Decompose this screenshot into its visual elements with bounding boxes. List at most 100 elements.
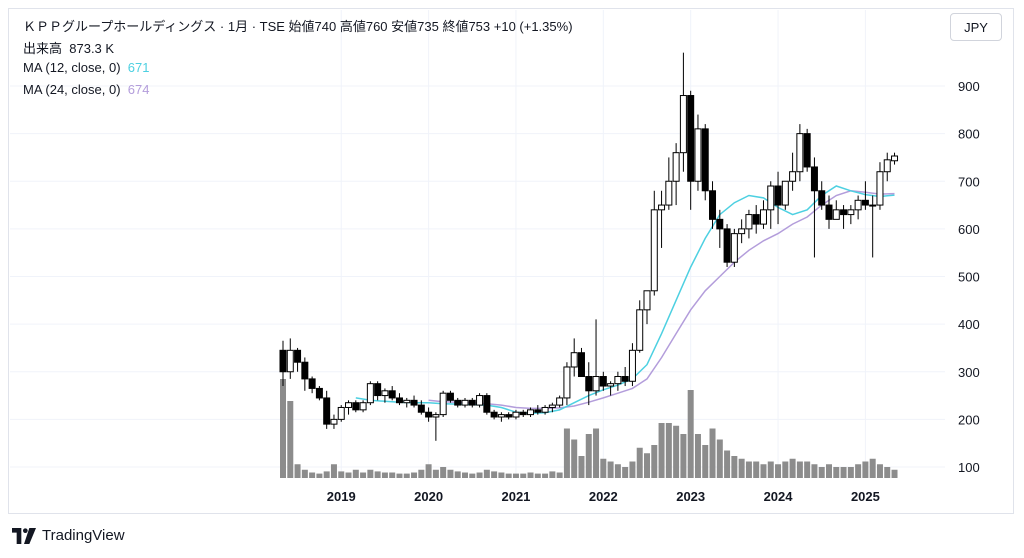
volume-bar [876,464,883,478]
candle-down [395,397,403,404]
time-axis[interactable]: 2019 2020 2021 2022 2023 2024 2025 [327,489,880,504]
volume-bar [687,390,694,478]
volume-bar [280,379,286,478]
volume-bar [665,423,672,478]
candle-up [738,228,746,235]
volume-bar [483,469,490,478]
brand[interactable]: TradingView [12,527,125,544]
volume-bar [862,461,869,478]
candle-down [417,404,425,413]
time-tick-label: 2021 [501,489,530,504]
volume-bar [578,456,585,478]
volume-bar [556,472,563,478]
volume-value: 873.3 K [69,41,115,56]
volume-bar [301,469,308,478]
candle-up [476,395,484,406]
candle-down [490,411,498,418]
volume-bar [411,472,418,478]
candle-up [548,404,556,408]
volume-bar [316,473,323,478]
candle-down [752,214,760,225]
price-tick-label: 700 [958,174,980,189]
currency-button[interactable]: JPY [950,13,1002,41]
candle-down [599,376,607,387]
ma12-legend[interactable]: MA (12, close, 0) 671 [23,60,149,75]
candle-down [308,378,316,389]
time-tick-label: 2023 [676,489,705,504]
candle-up [745,214,753,230]
volume-bar [702,445,709,478]
volume-bar [709,428,716,478]
volume-bar [796,461,803,478]
volume-bar [367,469,374,478]
candle-up [563,366,571,399]
candle-down [505,414,513,418]
volume-bar [731,456,738,478]
volume-bar [360,472,367,478]
candle-down [323,397,331,425]
volume-bar [738,458,745,478]
candle-down [840,209,848,216]
volume-bar [833,467,840,478]
price-tick-label: 500 [958,270,980,285]
candle-up [781,180,789,206]
candle-down [810,166,818,192]
volume-bar [818,467,825,478]
candle-down [374,383,382,397]
volume-bar [469,473,476,478]
candle-up [286,349,294,373]
volume-bar [323,471,330,478]
volume-bar [673,425,680,478]
volume-bar [789,458,796,478]
chart-title: ＫＰＰグループホールディングス · 1月 · TSE 始値740 高値760 安… [23,16,573,35]
volume-bar [432,469,439,478]
volume-bar [753,461,760,478]
volume-label: 出来高 [23,41,63,56]
volume-bar [389,472,396,478]
currency-label: JPY [964,19,988,35]
volume-bar [840,467,847,478]
volume-bar [767,461,774,478]
volume-bar [454,471,461,478]
ma12-value: 671 [127,60,150,75]
volume-bar [374,471,381,478]
candle-up [607,383,615,387]
candle-down [483,395,491,413]
price-tick-label: 200 [958,412,980,427]
volume-bar [775,464,782,478]
price-tick-label: 600 [958,222,980,237]
volume-bar [418,469,425,478]
volume-bar [869,458,876,478]
candle-down [861,199,869,206]
volume-bar [571,439,578,478]
volume-bar [680,434,687,478]
volume-bar [352,469,359,478]
volume-bar [520,473,527,478]
candle-up [432,414,440,418]
volume-bar [563,428,570,478]
volume-bar [636,447,643,478]
time-tick-label: 2022 [589,489,618,504]
time-tick-label: 2020 [414,489,443,504]
candle-up [512,411,520,418]
candle-up [869,204,877,207]
volume-bar [396,473,403,478]
volume-bar [542,473,549,478]
candle-down [709,190,717,220]
candle-down [425,411,433,418]
price-axis[interactable]: 100 200 300 400 500 600 700 800 900 [958,79,980,475]
volume-bar [549,471,556,478]
candle-up [789,171,797,182]
candle-down [621,376,629,382]
candle-down [687,95,695,182]
candle-down [803,133,811,168]
price-tick-label: 400 [958,317,980,332]
volume-bar [600,458,607,478]
ma24-legend[interactable]: MA (24, close, 0) 674 [23,82,149,97]
candle-up [497,414,505,418]
volume-bar [826,464,832,478]
volume-bar [622,467,629,478]
volume-bar [607,461,614,478]
title-text: ＫＰＰグループホールディングス · 1月 · TSE 始値740 高値760 安… [23,19,573,34]
